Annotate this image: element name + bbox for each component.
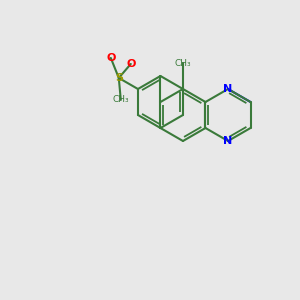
Text: O: O	[106, 53, 116, 63]
Text: N: N	[224, 136, 232, 146]
Text: N: N	[224, 84, 232, 94]
Text: O: O	[126, 59, 136, 69]
Text: CH₃: CH₃	[112, 95, 129, 104]
Text: CH₃: CH₃	[175, 58, 191, 68]
Text: S: S	[115, 73, 123, 83]
